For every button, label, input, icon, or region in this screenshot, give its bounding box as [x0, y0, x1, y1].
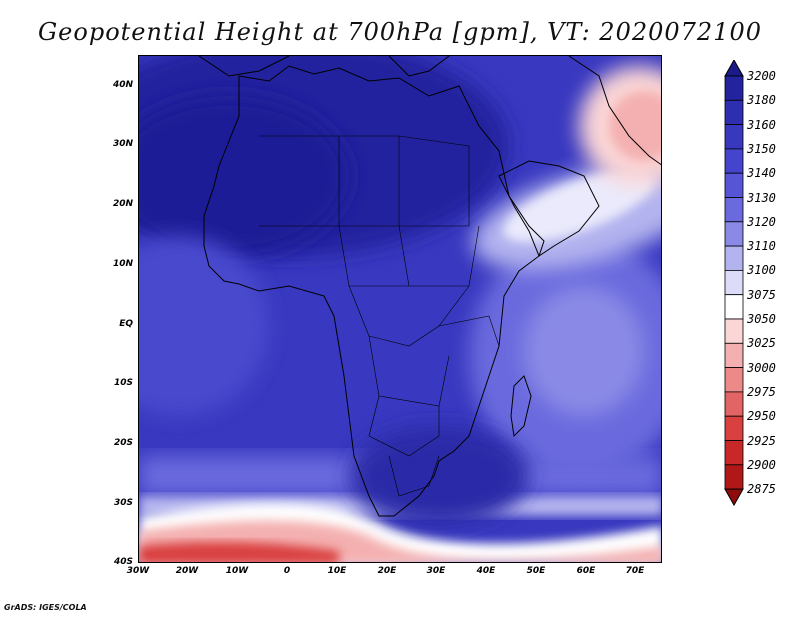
- border-4: [398, 225, 480, 287]
- lon-label-60e: 60E: [576, 566, 596, 576]
- map-title: Geopotential Height at 700hPa [gpm], VT:…: [38, 18, 762, 46]
- colorbar-cell: [724, 367, 744, 393]
- colorbar-label: 3130: [747, 190, 776, 205]
- colorbar-label: 3160: [747, 117, 776, 132]
- lon-label-30e: 30E: [426, 566, 446, 576]
- border-6: [348, 285, 470, 347]
- colorbar-label: 3075: [747, 287, 776, 302]
- lat-label-40n: 40N: [112, 80, 133, 90]
- geopotential-field: [139, 56, 661, 562]
- colorbar-cell: [724, 245, 744, 271]
- colorbar-label: 3150: [747, 141, 776, 156]
- field-atlantic: [139, 236, 269, 416]
- colorbar-cell: [724, 197, 744, 223]
- lon-label-30w: 30W: [126, 566, 150, 576]
- colorbar-label: 3140: [747, 166, 776, 181]
- field-indian-ocean-core: [524, 286, 644, 416]
- field-low-asia-core: [609, 91, 661, 161]
- colorbar-cell: [724, 269, 744, 296]
- coastlines: [198, 56, 661, 517]
- colorbar-cell: [724, 342, 744, 368]
- border-10: [438, 315, 500, 347]
- lon-label-10e: 10E: [327, 566, 347, 576]
- madagascar-coastline: [510, 375, 532, 438]
- lat-label-10n: 10N: [112, 259, 133, 269]
- lon-label-10w: 10W: [225, 566, 249, 576]
- country-borders: [259, 135, 500, 497]
- field-arabian-sea-white: [503, 169, 655, 243]
- persia-coastline: [568, 56, 661, 166]
- italy-coastline: [388, 56, 450, 77]
- colorbar-cell: [724, 221, 744, 247]
- border-1: [259, 135, 340, 227]
- colorbar-svg: [724, 60, 744, 507]
- colorbar-cell: [724, 391, 744, 417]
- lat-label-30n: 30N: [112, 139, 133, 149]
- colorbar-cell: [724, 75, 744, 101]
- colorbar-label: 3200: [747, 69, 776, 83]
- lon-label-70e: 70E: [625, 566, 645, 576]
- field-high-south-africa: [349, 426, 529, 526]
- border-7: [368, 335, 450, 407]
- colorbar-cell: [724, 318, 744, 344]
- map-plot-area: [138, 55, 662, 563]
- colorbar-cell: [724, 99, 744, 125]
- lat-label-eq: EQ: [119, 319, 133, 329]
- lon-label-0: 0: [283, 566, 291, 576]
- colorbar-label: 3050: [747, 312, 776, 326]
- colorbar-label: 3120: [747, 214, 776, 229]
- colorbar: 3200 3180 3160 3150 3140 3130 3120 3110 3100 3075…: [722, 60, 800, 560]
- lon-label-50e: 50E: [526, 566, 546, 576]
- iberia-coastline: [198, 56, 290, 77]
- colorbar-cell: [724, 148, 744, 174]
- border-3: [398, 135, 470, 227]
- lat-label-20s: 20S: [113, 438, 133, 448]
- colorbar-cell: [724, 464, 744, 490]
- colorbar-cell: [724, 294, 744, 320]
- lat-label-30s: 30S: [113, 498, 133, 508]
- colorbar-label: 3025: [747, 336, 776, 351]
- colorbar-cell: [724, 172, 744, 198]
- border-9: [388, 455, 440, 497]
- lat-label-40s: 40S: [113, 557, 133, 567]
- colorbar-label: 2975: [747, 384, 776, 399]
- colorbar-top-arrow: [724, 60, 744, 77]
- colorbar-label: 2875: [747, 482, 776, 497]
- colorbar-label: 2950: [747, 409, 776, 424]
- field-south-red: [139, 542, 339, 562]
- colorbar-cell: [724, 440, 744, 466]
- colorbar-label: 2925: [747, 433, 776, 448]
- colorbar-cell: [724, 124, 744, 150]
- border-8: [368, 395, 440, 457]
- colorbar-label: 3000: [747, 360, 776, 375]
- colorbar-bottom-arrow: [724, 488, 744, 507]
- colorbar-cell: [724, 415, 744, 441]
- arabia-coastline: [498, 160, 600, 257]
- lat-label-10s: 10S: [113, 378, 133, 388]
- border-2: [339, 135, 400, 227]
- lon-label-40e: 40E: [476, 566, 496, 576]
- lat-label-20n: 20N: [112, 199, 133, 209]
- africa-coastline: [203, 65, 545, 517]
- credit-text: GrADS: IGES/COLA: [4, 603, 87, 612]
- colorbar-label: 3100: [747, 263, 776, 278]
- colorbar-label: 3110: [747, 239, 776, 254]
- colorbar-label: 3180: [747, 93, 776, 108]
- lon-label-20w: 20W: [175, 566, 199, 576]
- lon-label-20e: 20E: [377, 566, 397, 576]
- colorbar-label: 2900: [747, 457, 776, 472]
